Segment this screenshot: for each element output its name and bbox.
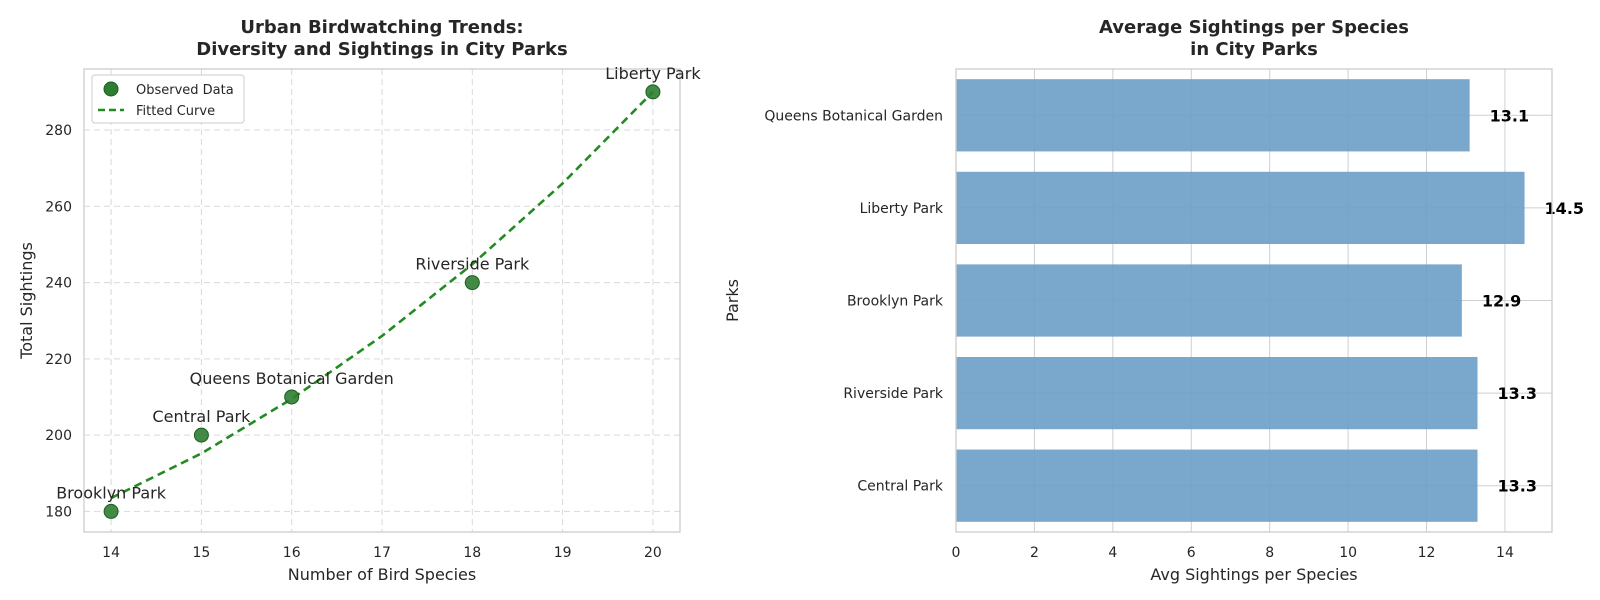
scatter-point-label: Central Park xyxy=(152,407,251,426)
scatter-chart: Urban Birdwatching Trends:Diversity and … xyxy=(17,17,701,584)
bar-title-line: in City Parks xyxy=(1190,39,1318,60)
bar-value-label: 12.9 xyxy=(1482,292,1521,311)
bar-x-tick-label: 4 xyxy=(1108,545,1117,561)
scatter-point xyxy=(645,84,661,100)
scatter-x-axis-label: Number of Bird Species xyxy=(288,565,476,584)
scatter-y-tick-label: 280 xyxy=(45,123,72,139)
scatter-point xyxy=(284,389,300,405)
scatter-y-tick-label: 180 xyxy=(45,504,72,520)
bar-y-axis-label: Parks xyxy=(723,279,742,322)
bar-x-tick-label: 2 xyxy=(1030,545,1039,561)
scatter-y-tick-label: 200 xyxy=(45,428,72,444)
scatter-point xyxy=(464,275,480,291)
bar-x-tick-label: 10 xyxy=(1339,545,1357,561)
bar-plot-frame xyxy=(955,68,1553,533)
scatter-point-label: Liberty Park xyxy=(605,64,701,83)
bar-category-label: Liberty Park xyxy=(860,201,944,217)
scatter-x-tick-label: 15 xyxy=(192,545,210,561)
scatter-point xyxy=(103,503,119,519)
bar-x-tick-label: 14 xyxy=(1496,545,1514,561)
bar xyxy=(956,171,1525,245)
bar xyxy=(956,264,1462,337)
scatter-point xyxy=(193,427,209,443)
scatter-y-axis-label: Total Sightings xyxy=(17,242,36,360)
legend-box xyxy=(91,74,245,124)
scatter-title-line: Urban Birdwatching Trends: xyxy=(240,17,523,38)
bar-value-label: 13.3 xyxy=(1498,477,1537,496)
legend-observed-label: Observed Data xyxy=(136,83,234,98)
bar-value-label: 14.5 xyxy=(1545,199,1584,218)
bar xyxy=(956,79,1470,152)
scatter-x-tick-label: 20 xyxy=(644,545,662,561)
scatter-y-tick-label: 240 xyxy=(45,276,72,292)
bar xyxy=(956,449,1478,522)
fitted-curve-line xyxy=(110,90,654,500)
scatter-y-tick-label: 220 xyxy=(45,352,72,368)
scatter-point-label: Brooklyn Park xyxy=(56,483,167,502)
scatter-x-tick-label: 18 xyxy=(463,545,481,561)
scatter-point-label: Queens Botanical Garden xyxy=(190,369,394,388)
scatter-x-tick-label: 19 xyxy=(554,545,572,561)
bar-value-label: 13.1 xyxy=(1490,106,1529,125)
scatter-y-tick-label: 260 xyxy=(45,199,72,215)
bar-category-label: Brooklyn Park xyxy=(847,294,944,310)
scatter-x-tick-label: 16 xyxy=(283,545,301,561)
bar-category-label: Riverside Park xyxy=(843,386,944,402)
bar-value-label: 13.3 xyxy=(1498,384,1537,403)
bar-x-tick-label: 0 xyxy=(952,545,961,561)
bar-x-tick-label: 6 xyxy=(1187,545,1196,561)
scatter-plot-frame xyxy=(83,68,681,533)
scatter-title-line: Diversity and Sightings in City Parks xyxy=(196,39,567,60)
bar-title-line: Average Sightings per Species xyxy=(1099,17,1409,38)
scatter-x-tick-label: 17 xyxy=(373,545,391,561)
bar-x-axis-label: Avg Sightings per Species xyxy=(1150,565,1357,584)
scatter-x-tick-label: 14 xyxy=(102,545,120,561)
scatter-point-label: Riverside Park xyxy=(415,255,530,274)
bar-category-label: Queens Botanical Garden xyxy=(764,108,943,124)
legend-observed-marker xyxy=(103,81,119,97)
bar-x-tick-label: 12 xyxy=(1418,545,1436,561)
bar-category-label: Central Park xyxy=(857,479,944,495)
legend-fitted-label: Fitted Curve xyxy=(136,104,215,119)
bar-x-tick-label: 8 xyxy=(1265,545,1274,561)
bar xyxy=(956,356,1478,430)
